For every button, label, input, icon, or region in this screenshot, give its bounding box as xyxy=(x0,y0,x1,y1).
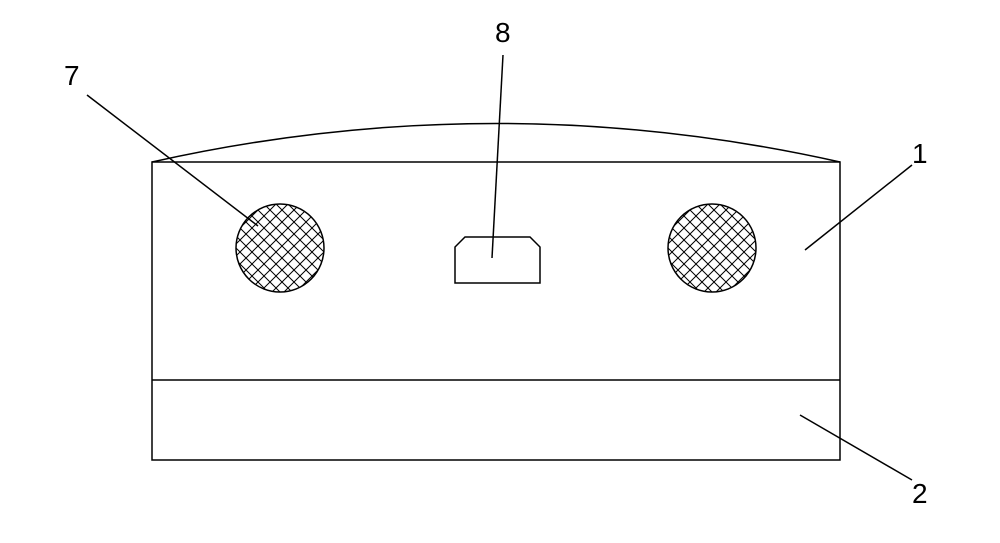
center-element xyxy=(455,237,540,283)
leader-line-8 xyxy=(492,55,503,258)
label-1: 1 xyxy=(912,138,928,170)
leader-line-1 xyxy=(805,165,912,250)
diagram-svg xyxy=(0,0,1000,538)
label-8: 8 xyxy=(495,17,511,49)
main-body xyxy=(152,162,840,460)
top-arc xyxy=(152,124,840,163)
right-circle xyxy=(668,204,756,292)
left-circle xyxy=(236,204,324,292)
leader-line-7 xyxy=(87,95,258,226)
label-7: 7 xyxy=(64,60,80,92)
technical-diagram: 7 8 1 2 xyxy=(0,0,1000,538)
leader-line-2 xyxy=(800,415,912,480)
label-2: 2 xyxy=(912,478,928,510)
